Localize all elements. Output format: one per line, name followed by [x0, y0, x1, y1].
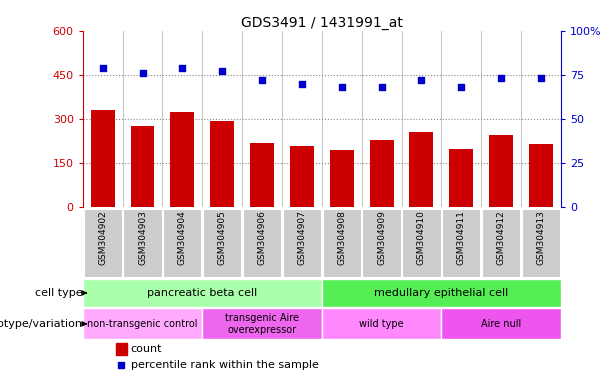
FancyBboxPatch shape	[482, 209, 520, 277]
Point	[456, 84, 466, 90]
FancyBboxPatch shape	[322, 308, 441, 339]
Point	[497, 75, 506, 81]
FancyBboxPatch shape	[283, 209, 321, 277]
Text: GSM304902: GSM304902	[98, 210, 107, 265]
Bar	[131, 126, 154, 207]
Point	[178, 65, 188, 71]
FancyBboxPatch shape	[202, 308, 322, 339]
Bar	[409, 132, 433, 207]
FancyBboxPatch shape	[442, 209, 481, 277]
Text: GSM304906: GSM304906	[257, 210, 267, 265]
Bar	[489, 135, 513, 207]
Text: GSM304913: GSM304913	[536, 210, 546, 265]
Text: transgenic Aire
overexpressor: transgenic Aire overexpressor	[225, 313, 299, 335]
Point	[98, 65, 108, 71]
Text: non-transgenic control: non-transgenic control	[87, 319, 198, 329]
Bar	[370, 140, 394, 207]
Bar	[250, 143, 274, 207]
Text: medullary epithelial cell: medullary epithelial cell	[374, 288, 509, 298]
Point	[218, 68, 227, 74]
Bar	[529, 144, 553, 207]
Text: count: count	[131, 344, 162, 354]
FancyBboxPatch shape	[203, 209, 242, 277]
Point	[536, 75, 546, 81]
Text: GSM304905: GSM304905	[218, 210, 227, 265]
FancyBboxPatch shape	[402, 209, 441, 277]
Text: GSM304911: GSM304911	[457, 210, 466, 265]
FancyBboxPatch shape	[83, 209, 122, 277]
Text: GSM304907: GSM304907	[297, 210, 306, 265]
Text: wild type: wild type	[359, 319, 404, 329]
Bar	[91, 110, 115, 207]
Text: GSM304903: GSM304903	[138, 210, 147, 265]
Text: GSM304912: GSM304912	[497, 210, 506, 265]
Text: GSM304910: GSM304910	[417, 210, 426, 265]
FancyBboxPatch shape	[83, 279, 322, 307]
Point	[116, 362, 126, 368]
Bar	[116, 343, 127, 355]
Point	[417, 77, 427, 83]
FancyBboxPatch shape	[243, 209, 281, 277]
FancyBboxPatch shape	[522, 209, 560, 277]
FancyBboxPatch shape	[123, 209, 162, 277]
Text: GSM304909: GSM304909	[377, 210, 386, 265]
Bar	[170, 112, 194, 207]
Point	[297, 81, 307, 87]
Text: cell type: cell type	[35, 288, 83, 298]
FancyBboxPatch shape	[322, 209, 361, 277]
FancyBboxPatch shape	[362, 209, 401, 277]
Point	[337, 84, 347, 90]
Bar	[210, 121, 234, 207]
FancyBboxPatch shape	[441, 308, 561, 339]
Text: genotype/variation: genotype/variation	[0, 319, 83, 329]
Text: percentile rank within the sample: percentile rank within the sample	[131, 360, 318, 370]
Text: GSM304908: GSM304908	[337, 210, 346, 265]
Text: GSM304904: GSM304904	[178, 210, 187, 265]
Title: GDS3491 / 1431991_at: GDS3491 / 1431991_at	[241, 16, 403, 30]
Bar	[449, 149, 473, 207]
FancyBboxPatch shape	[163, 209, 202, 277]
Point	[257, 77, 267, 83]
FancyBboxPatch shape	[322, 279, 561, 307]
Bar	[330, 150, 354, 207]
Text: pancreatic beta cell: pancreatic beta cell	[147, 288, 257, 298]
Text: Aire null: Aire null	[481, 319, 521, 329]
Point	[376, 84, 386, 90]
Point	[137, 70, 148, 76]
FancyBboxPatch shape	[83, 308, 202, 339]
Bar	[290, 146, 314, 207]
